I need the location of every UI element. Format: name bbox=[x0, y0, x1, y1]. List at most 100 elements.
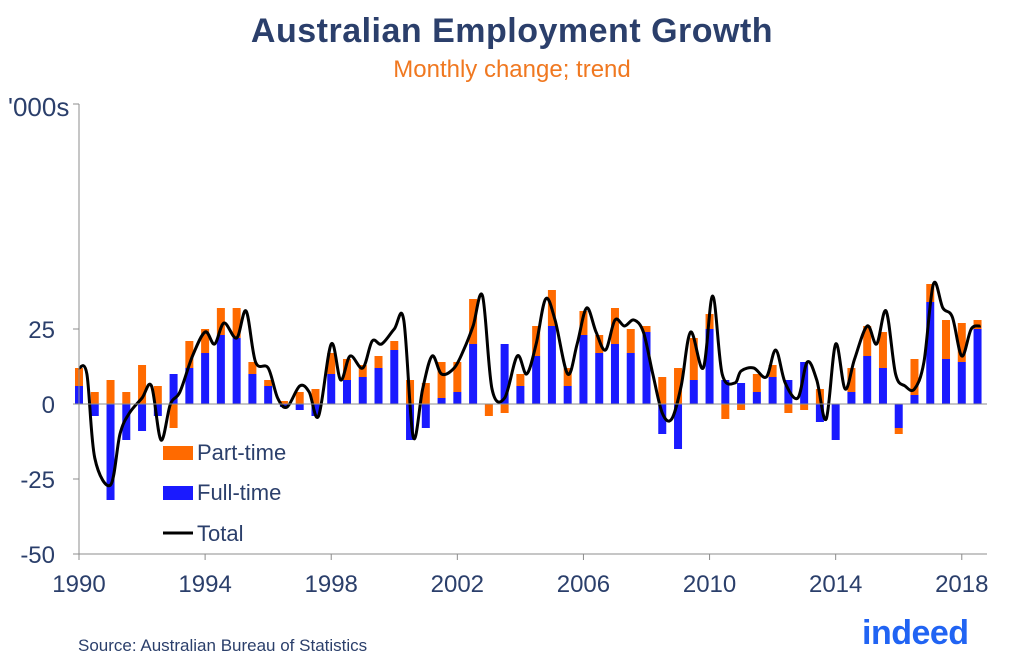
source-note: Source: Australian Bureau of Statistics bbox=[78, 636, 368, 655]
bar-full-time bbox=[563, 386, 572, 404]
x-tick-label: 1998 bbox=[305, 571, 358, 598]
bar-part-time bbox=[169, 404, 178, 428]
bar-full-time bbox=[800, 362, 809, 404]
x-tick-label: 1994 bbox=[178, 571, 231, 598]
bar-part-time bbox=[563, 368, 572, 386]
bar-full-time bbox=[752, 392, 761, 404]
bar-full-time bbox=[831, 404, 840, 440]
bar-part-time bbox=[138, 365, 147, 404]
bar-full-time bbox=[248, 374, 257, 404]
bar-part-time bbox=[358, 365, 367, 377]
bar-part-time bbox=[122, 392, 131, 404]
bar-full-time bbox=[138, 404, 147, 431]
chart-subtitle: Monthly change; trend bbox=[393, 56, 631, 83]
bar-part-time bbox=[90, 392, 99, 404]
legend-swatch-full-time bbox=[163, 486, 193, 500]
bar-full-time bbox=[910, 395, 919, 404]
bar-full-time bbox=[342, 380, 351, 404]
bar-part-time bbox=[342, 359, 351, 380]
total-line-layer bbox=[77, 280, 982, 488]
y-tick-label: 25 bbox=[28, 317, 55, 344]
bar-full-time bbox=[689, 380, 698, 404]
bar-full-time bbox=[926, 302, 935, 404]
bar-full-time bbox=[106, 404, 115, 500]
bar-full-time bbox=[169, 374, 178, 404]
bar-part-time bbox=[421, 383, 430, 404]
bar-full-time bbox=[863, 356, 872, 404]
x-tick-label: 1990 bbox=[52, 571, 105, 598]
bar-part-time bbox=[106, 380, 115, 404]
bar-part-time bbox=[642, 326, 651, 332]
bar-full-time bbox=[737, 383, 746, 404]
bar-full-time bbox=[390, 350, 399, 404]
bar-full-time bbox=[579, 335, 588, 404]
x-tick-label: 2014 bbox=[809, 571, 862, 598]
axes-layer: -50 -25 0 25 1990 1994 1998 2002 2006 2010 2014 201… bbox=[20, 103, 988, 598]
bar-full-time bbox=[153, 404, 162, 416]
bar-full-time bbox=[721, 380, 730, 404]
bar-part-time bbox=[658, 377, 667, 404]
bar-part-time bbox=[768, 365, 777, 377]
bar-full-time bbox=[674, 404, 683, 449]
bar-full-time bbox=[216, 335, 225, 404]
indeed-logo: indeed bbox=[862, 614, 969, 652]
y-tick-label: -50 bbox=[20, 542, 55, 569]
bar-part-time bbox=[610, 308, 619, 344]
bar-full-time bbox=[642, 332, 651, 404]
bar-part-time bbox=[216, 308, 225, 335]
bar-full-time bbox=[516, 386, 525, 404]
bar-part-time bbox=[579, 311, 588, 335]
y-tick-label: 0 bbox=[42, 392, 55, 419]
bar-full-time bbox=[264, 386, 273, 404]
bar-part-time bbox=[264, 380, 273, 386]
bar-part-time bbox=[327, 353, 336, 374]
bar-full-time bbox=[437, 398, 446, 404]
bar-full-time bbox=[610, 344, 619, 404]
bar-full-time bbox=[453, 392, 462, 404]
bar-part-time bbox=[453, 362, 462, 392]
y-tick-label: -25 bbox=[20, 467, 55, 494]
bar-full-time bbox=[658, 404, 667, 434]
bar-full-time bbox=[374, 368, 383, 404]
bar-full-time bbox=[122, 404, 131, 440]
bar-part-time bbox=[863, 326, 872, 356]
bar-part-time bbox=[185, 341, 194, 368]
bar-full-time bbox=[957, 362, 966, 404]
bar-part-time bbox=[721, 404, 730, 419]
bar-full-time bbox=[469, 344, 478, 404]
bar-part-time bbox=[626, 329, 635, 353]
bar-part-time bbox=[374, 356, 383, 368]
y-axis-label: '000s bbox=[8, 92, 69, 122]
chart-title: Australian Employment Growth bbox=[250, 12, 774, 50]
bar-part-time bbox=[232, 308, 241, 338]
bar-full-time bbox=[232, 338, 241, 404]
bar-full-time bbox=[327, 374, 336, 404]
bar-full-time bbox=[626, 353, 635, 404]
x-tick-label: 2006 bbox=[557, 571, 610, 598]
legend-label-total: Total bbox=[197, 521, 243, 546]
bar-full-time bbox=[547, 326, 556, 404]
bar-part-time bbox=[752, 374, 761, 392]
bar-full-time bbox=[705, 329, 714, 404]
bar-part-time bbox=[942, 320, 951, 359]
bar-full-time bbox=[595, 353, 604, 404]
chart-legend: Part-time Full-time Total bbox=[163, 440, 286, 546]
bar-part-time bbox=[784, 404, 793, 413]
x-tick-label: 2018 bbox=[935, 571, 988, 598]
bar-full-time bbox=[532, 356, 541, 404]
bar-part-time bbox=[800, 404, 809, 410]
x-tick-label: 2010 bbox=[683, 571, 736, 598]
bar-part-time bbox=[674, 368, 683, 404]
bar-part-time bbox=[847, 368, 856, 392]
bar-full-time bbox=[185, 368, 194, 404]
bar-full-time bbox=[942, 359, 951, 404]
bar-part-time bbox=[279, 401, 288, 404]
legend-label-full-time: Full-time bbox=[197, 480, 281, 505]
bar-part-time bbox=[153, 386, 162, 404]
bar-part-time bbox=[737, 404, 746, 410]
bar-full-time bbox=[768, 377, 777, 404]
total-line bbox=[77, 280, 982, 488]
bar-full-time bbox=[878, 368, 887, 404]
bar-part-time bbox=[910, 359, 919, 395]
